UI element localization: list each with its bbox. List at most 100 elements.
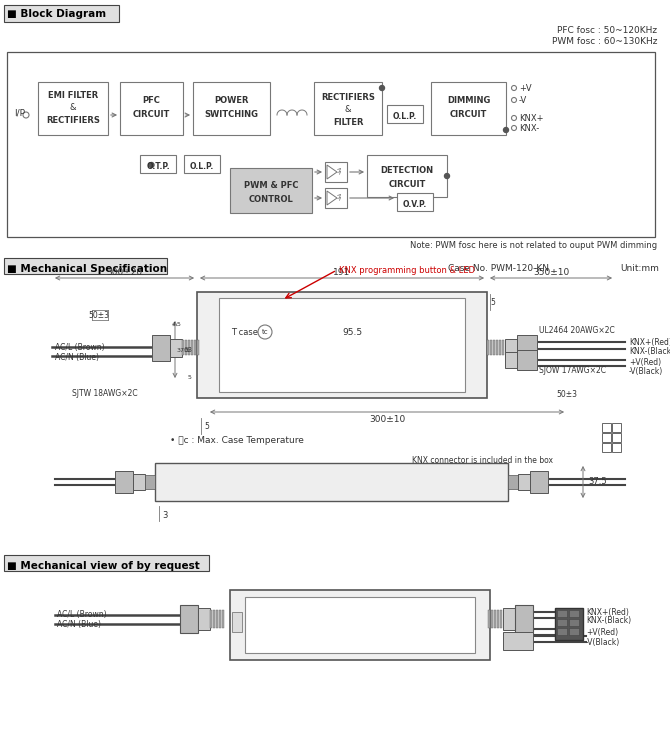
- Bar: [517, 335, 537, 361]
- Bar: [133, 474, 145, 490]
- Bar: [569, 610, 579, 617]
- Text: 5: 5: [204, 421, 210, 431]
- Bar: [193, 82, 270, 135]
- Text: 3: 3: [162, 511, 168, 520]
- Bar: [612, 443, 621, 452]
- Bar: [502, 340, 504, 355]
- Bar: [4, 5, 119, 22]
- Bar: [569, 619, 579, 626]
- Text: 4.5: 4.5: [172, 321, 182, 326]
- Bar: [508, 475, 518, 489]
- Bar: [557, 610, 567, 617]
- Text: 5: 5: [490, 298, 495, 306]
- Bar: [194, 340, 196, 355]
- Bar: [180, 605, 198, 633]
- Circle shape: [379, 85, 385, 90]
- Text: 37.5: 37.5: [588, 478, 606, 487]
- Bar: [188, 340, 190, 355]
- Bar: [612, 433, 621, 442]
- Text: Unit:mm: Unit:mm: [620, 264, 659, 273]
- Bar: [145, 475, 155, 489]
- Bar: [216, 610, 218, 628]
- Text: 37.5: 37.5: [176, 348, 190, 353]
- Text: +V: +V: [519, 84, 531, 93]
- Bar: [115, 471, 133, 493]
- Bar: [602, 433, 611, 442]
- Text: PWM & PFC: PWM & PFC: [244, 181, 298, 190]
- Text: 300±10: 300±10: [369, 415, 405, 423]
- Text: AC/N (Blue): AC/N (Blue): [57, 620, 101, 629]
- Bar: [222, 610, 224, 628]
- Text: KNX-: KNX-: [519, 123, 539, 132]
- Text: KNX-(Black): KNX-(Black): [586, 617, 631, 625]
- Text: Note: PWM fosc here is not related to ouput PWM dimming: Note: PWM fosc here is not related to ou…: [410, 240, 657, 249]
- Bar: [230, 590, 490, 660]
- Bar: [185, 340, 187, 355]
- Bar: [197, 340, 199, 355]
- Bar: [493, 340, 495, 355]
- Bar: [210, 610, 212, 628]
- Text: KNX+: KNX+: [519, 113, 543, 123]
- Text: KNX programming button & LED: KNX programming button & LED: [339, 265, 475, 274]
- Text: +V(Red): +V(Red): [586, 628, 618, 637]
- Text: PFC: PFC: [143, 96, 160, 104]
- Text: CIRCUIT: CIRCUIT: [389, 179, 425, 188]
- Bar: [505, 352, 517, 368]
- Text: KNX-(Black): KNX-(Black): [629, 346, 670, 356]
- Text: CIRCUIT: CIRCUIT: [450, 110, 487, 118]
- Text: O.L.P.: O.L.P.: [190, 162, 214, 171]
- Circle shape: [503, 127, 509, 132]
- Circle shape: [149, 162, 154, 168]
- Bar: [491, 610, 493, 628]
- Text: &: &: [70, 102, 76, 112]
- Text: KNX+(Red): KNX+(Red): [629, 337, 670, 346]
- Text: CONTROL: CONTROL: [249, 195, 293, 204]
- Bar: [518, 474, 530, 490]
- Bar: [4, 555, 209, 571]
- Text: -V(Black): -V(Black): [629, 367, 663, 376]
- Text: 350±10: 350±10: [533, 268, 569, 276]
- Bar: [7, 52, 655, 237]
- Bar: [219, 298, 465, 392]
- Circle shape: [258, 325, 272, 339]
- Text: O.V.P.: O.V.P.: [403, 199, 427, 209]
- Bar: [140, 155, 176, 173]
- Text: • Ⓣc : Max. Case Temperature: • Ⓣc : Max. Case Temperature: [170, 436, 304, 445]
- Text: 50±3: 50±3: [557, 390, 578, 398]
- Text: 50±3: 50±3: [88, 310, 109, 320]
- Text: KNX connector is included in the box: KNX connector is included in the box: [412, 456, 553, 465]
- Text: DETECTION: DETECTION: [381, 165, 433, 174]
- Bar: [120, 82, 183, 135]
- Bar: [494, 610, 496, 628]
- Bar: [155, 463, 508, 501]
- Text: AC/L (Brown): AC/L (Brown): [55, 343, 105, 351]
- Text: AC/L (Brown): AC/L (Brown): [57, 609, 107, 618]
- Bar: [4, 258, 167, 274]
- Text: PWM fosc : 60~130KHz: PWM fosc : 60~130KHz: [551, 37, 657, 46]
- Text: SWITCHING: SWITCHING: [204, 110, 259, 118]
- Bar: [515, 605, 533, 633]
- Bar: [230, 168, 312, 213]
- Bar: [555, 608, 583, 640]
- Bar: [602, 423, 611, 432]
- Bar: [38, 82, 108, 135]
- Text: 63: 63: [183, 346, 192, 353]
- Bar: [487, 340, 489, 355]
- Bar: [184, 155, 220, 173]
- Bar: [197, 292, 487, 398]
- Text: T case: T case: [232, 328, 259, 337]
- Bar: [500, 610, 502, 628]
- Text: +V(Red): +V(Red): [629, 357, 661, 367]
- Bar: [367, 155, 447, 197]
- Text: ■ Mechanical view of by request: ■ Mechanical view of by request: [7, 561, 200, 571]
- Text: RECTIFIERS: RECTIFIERS: [46, 115, 100, 124]
- Bar: [198, 608, 210, 630]
- Bar: [213, 610, 215, 628]
- Bar: [496, 340, 498, 355]
- Bar: [325, 162, 347, 182]
- Bar: [219, 610, 221, 628]
- Bar: [387, 105, 423, 123]
- Text: DIMMING: DIMMING: [447, 96, 490, 104]
- Bar: [497, 610, 499, 628]
- Bar: [191, 340, 193, 355]
